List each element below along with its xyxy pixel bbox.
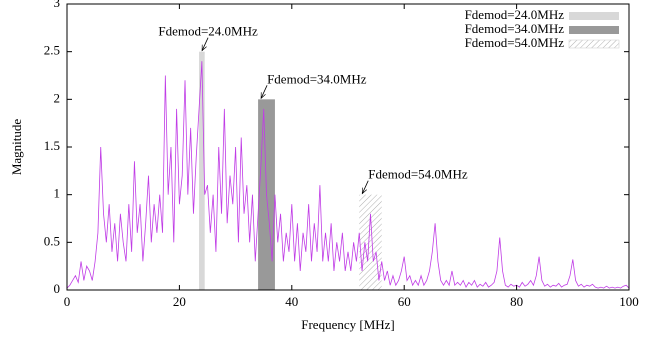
annotation: Fdemod=34.0MHz xyxy=(267,71,367,86)
y-tick-label: 1.5 xyxy=(44,138,60,153)
annotation-arrow xyxy=(201,37,209,51)
band-bar xyxy=(199,51,205,290)
x-tick-label: 0 xyxy=(64,294,71,309)
annotation-arrow xyxy=(361,180,369,194)
spectrum-line xyxy=(66,61,630,289)
y-tick-label: 0 xyxy=(54,281,61,296)
x-tick-label: 40 xyxy=(285,294,298,309)
y-tick-label: 2 xyxy=(54,90,61,105)
annotation-arrow xyxy=(260,85,268,98)
legend-label: Fdemod=34.0MHz xyxy=(465,21,565,36)
y-tick-label: 3 xyxy=(54,0,61,10)
y-tick-label: 1 xyxy=(54,186,61,201)
band-bar xyxy=(359,194,382,290)
legend-swatch xyxy=(568,39,620,49)
annotation: Fdemod=24.0MHz xyxy=(158,24,258,39)
legend-swatch xyxy=(569,12,619,20)
legend-label: Fdemod=24.0MHz xyxy=(465,7,565,22)
y-tick-label: 0.5 xyxy=(44,233,60,248)
legend-swatch xyxy=(569,26,619,34)
x-tick-label: 20 xyxy=(173,294,186,309)
x-tick-label: 60 xyxy=(398,294,411,309)
x-tick-label: 80 xyxy=(510,294,523,309)
y-tick-label: 2.5 xyxy=(44,43,60,58)
legend-label: Fdemod=54.0MHz xyxy=(465,35,565,50)
y-axis-label: Magnitude xyxy=(9,119,24,176)
annotation: Fdemod=54.0MHz xyxy=(368,167,468,182)
x-tick-label: 100 xyxy=(619,294,639,309)
x-axis-label: Frequency [MHz] xyxy=(301,317,395,332)
